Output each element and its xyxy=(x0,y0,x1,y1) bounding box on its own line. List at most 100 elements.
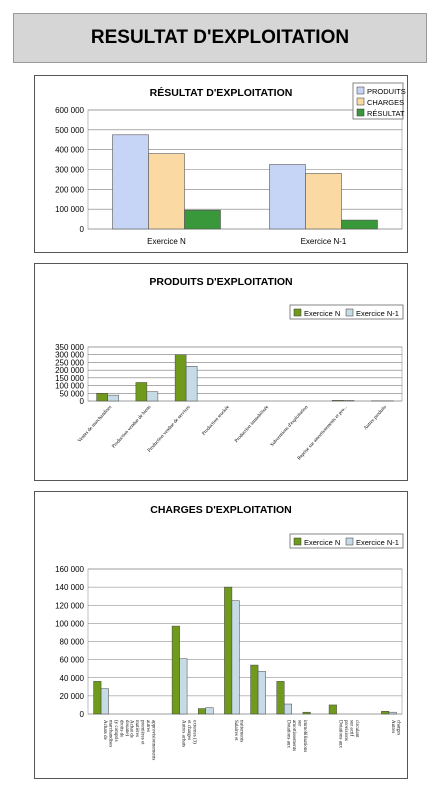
bar-exercice-n-group-6 xyxy=(250,664,259,715)
chart-resultat: RÉSULTAT D'EXPLOITATION 0 100 000 200 000 30… xyxy=(55,82,406,246)
x-tick-label-line: Dotations aux xyxy=(338,720,343,748)
bar-charges-exercice-n xyxy=(148,153,185,230)
legend-label-exercice-n: Exercice N xyxy=(304,309,340,318)
bar-produits-exercice-n-1 xyxy=(269,164,306,230)
y-tick-label: 0 xyxy=(80,225,85,234)
x-tick-label-line: provisions xyxy=(343,720,348,741)
x-tick-label: Production vendue de biens xyxy=(112,405,153,450)
x-tick-label: Dotations auxamortissementssurimmobilisa… xyxy=(285,720,307,752)
y-tick-label: 50 000 xyxy=(60,389,85,398)
bar-exercice-n-1-group-4 xyxy=(205,707,214,715)
y-tick-label: 0 xyxy=(80,397,85,406)
bar-exercice-n-1-ventes-de-marchandises xyxy=(107,394,119,402)
chart-title: RÉSULTAT D'EXPLOITATION xyxy=(150,86,293,99)
x-tick-label-line: Achat de xyxy=(128,720,133,739)
x-tick-label: Exercice N xyxy=(147,237,186,246)
x-tick-label-line: charges xyxy=(395,720,400,735)
x-tick-label: Reprise sur amortissements et pro... xyxy=(297,405,349,461)
bar-r-sultat-exercice-n xyxy=(184,209,221,230)
bar-charges-exercice-n-1 xyxy=(305,173,342,230)
bar-exercice-n-ventes-de-marchandises xyxy=(96,393,108,402)
bar-exercice-n-group-5 xyxy=(224,586,233,715)
y-tick-label: 40 000 xyxy=(60,674,85,683)
x-tick-label: Ventes de marchandises xyxy=(77,405,113,444)
legend-label-r-sultat: RÉSULTAT xyxy=(367,109,405,118)
legend-label-exercice-n-1: Exercice N-1 xyxy=(356,538,399,547)
x-tick-label-line: et charges xyxy=(186,720,191,740)
x-tick-label-line: droits de xyxy=(119,720,124,738)
legend-swatch-charges xyxy=(356,97,365,106)
legend-swatch-exercice-n xyxy=(293,308,302,317)
y-tick-label: 80 000 xyxy=(60,638,85,647)
legend-swatch-exercice-n-1 xyxy=(345,308,354,317)
y-tick-label: 250 000 xyxy=(55,358,84,367)
bar-exercice-n-1-production-vendue-de-services xyxy=(185,366,198,402)
bar-exercice-n-group-8 xyxy=(302,711,311,715)
bar-r-sultat-exercice-n-1 xyxy=(341,219,378,230)
bar-exercice-n-1-group-0 xyxy=(100,688,109,715)
chart-resultat-panel: RÉSULTAT D'EXPLOITATION 0 100 000 200 000 30… xyxy=(34,75,408,253)
y-tick-label: 120 000 xyxy=(55,601,84,610)
x-tick-label-line: externes (3) xyxy=(192,720,197,744)
legend-label-charges: CHARGES xyxy=(367,98,404,107)
bar-exercice-n-production-vendue-de-biens xyxy=(135,382,148,402)
plot-area xyxy=(87,346,403,402)
y-tick-label: 200 000 xyxy=(55,366,84,375)
y-tick-label: 60 000 xyxy=(60,656,85,665)
chart-title: CHARGES D'EXPLOITATION xyxy=(150,504,292,516)
y-tick-label: 0 xyxy=(80,710,85,719)
bar-exercice-n-group-4 xyxy=(198,708,206,715)
x-tick-label: Production stockée xyxy=(202,404,232,436)
bar-exercice-n-1-group-7 xyxy=(284,703,292,715)
y-tick-label: 100 000 xyxy=(55,619,84,628)
y-tick-label: 400 000 xyxy=(55,146,84,155)
x-tick-label-line: Autres achats xyxy=(181,720,186,747)
x-tick-label-line: (y compris xyxy=(113,720,118,742)
x-tick-label-line: sur xyxy=(296,720,301,726)
legend-swatch-produits xyxy=(356,86,365,95)
x-tick-label: Autres achatset chargesexternes (3) xyxy=(181,720,197,747)
bar-exercice-n-group-9 xyxy=(328,704,337,715)
bar-produits-exercice-n xyxy=(112,134,149,230)
y-tick-label: 500 000 xyxy=(55,126,84,135)
x-tick-label-line: Achats de xyxy=(102,720,107,741)
y-tick-label: 300 000 xyxy=(55,351,84,360)
y-tick-label: 160 000 xyxy=(55,565,84,574)
page-title: RESULTAT D'EXPLOITATION xyxy=(13,13,427,63)
x-tick-label: Salaires ettraitements xyxy=(233,720,244,742)
x-tick-label-line: autres xyxy=(145,720,150,732)
bar-exercice-n-1-group-6 xyxy=(257,671,266,715)
legend-swatch-exercice-n-1 xyxy=(345,537,354,546)
y-tick-label: 100 000 xyxy=(55,382,84,391)
x-tick-label: Subventions d'exploitation xyxy=(270,405,310,448)
legend-swatch-exercice-n xyxy=(293,537,302,546)
x-tick-label-line: Dotations aux xyxy=(285,720,290,748)
bar-exercice-n-group-11 xyxy=(381,711,390,715)
x-tick-label-line: douane) xyxy=(124,720,129,736)
x-tick-label-line: sur actif xyxy=(349,720,354,737)
x-tick-label: Production vendue de services xyxy=(147,405,192,454)
x-tick-label-line: immobilisations xyxy=(302,720,307,752)
bar-exercice-n-group-7 xyxy=(276,681,285,715)
bar-exercice-n-1-group-3 xyxy=(179,658,188,715)
y-tick-label: 100 000 xyxy=(55,205,84,214)
bar-exercice-n-1-group-5 xyxy=(231,600,240,715)
bar-exercice-n-reprise-sur-amortissements-et-pro xyxy=(331,400,344,402)
x-tick-label: Production immobilisée xyxy=(234,404,270,444)
x-tick-label-line: amortissements xyxy=(291,720,296,751)
y-tick-label: 200 000 xyxy=(55,185,84,194)
bar-exercice-n-production-vendue-de-services xyxy=(174,354,187,402)
x-tick-label-line: circulant xyxy=(354,720,359,738)
y-tick-label: 300 000 xyxy=(55,166,84,175)
legend-swatch-r-sultat xyxy=(356,108,365,117)
x-tick-label: Dotations auxprovisionssur actifcirculan… xyxy=(338,720,360,748)
x-tick-label: Autrescharges xyxy=(390,720,401,735)
y-tick-label: 350 000 xyxy=(55,343,84,352)
x-tick-label: Autres produits xyxy=(363,405,387,431)
x-tick-label-line: matières xyxy=(134,720,139,737)
x-tick-label-line: traitements xyxy=(238,720,243,742)
legend-label-exercice-n-1: Exercice N-1 xyxy=(356,309,399,318)
chart-charges-panel: CHARGES D'EXPLOITATION 0 20 000 40 000 60 00… xyxy=(34,491,408,779)
x-tick-label-line: Salaires et xyxy=(233,720,238,741)
